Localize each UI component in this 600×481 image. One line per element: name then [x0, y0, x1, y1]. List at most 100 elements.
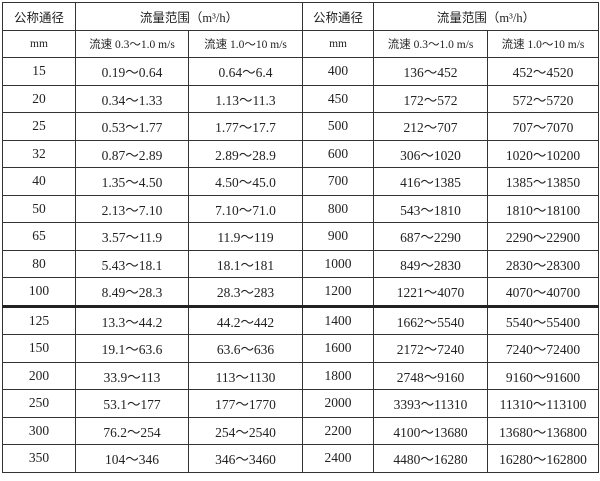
table-row: 125 13.3～44.2 44.2～442 1400 1662～5540 5540～55…: [2, 304, 600, 335]
cell-flow-high-right: 1810～18100: [487, 194, 600, 223]
cell-flow-high-right: 7240～72400: [487, 334, 600, 363]
cell-flow-low-left: 8.49～28.3: [75, 277, 189, 307]
cell-dn-right: 700: [302, 167, 375, 196]
table-row: 65 3.57～11.9 11.9～119 900 687～2290 2290～22900: [2, 222, 600, 251]
cell-flow-low-left: 2.13～7.10: [75, 194, 189, 223]
cell-flow-low-left: 76.2～254: [75, 416, 189, 445]
velocity-high-right: 流速 1.0～10 m/s: [487, 30, 600, 58]
table-row: 300 76.2～254 254～2540 2200 4100～13680 13680～1…: [2, 416, 600, 445]
cell-flow-high-right: 11310～113100: [487, 389, 600, 418]
cell-flow-high-left: 0.64～6.4: [187, 57, 304, 86]
cell-flow-high-right: 2830～28300: [487, 249, 600, 278]
table-row: 150 19.1～63.6 63.6～636 1600 2172～7240 7240～72…: [2, 334, 600, 363]
cell-dn-right: 2000: [302, 389, 375, 418]
cell-flow-low-right: 2748～9160: [373, 361, 489, 390]
cell-flow-high-left: 63.6～636: [187, 334, 304, 363]
cell-dn-right: 1800: [302, 361, 375, 390]
table-row: 32 0.87～2.89 2.89～28.9 600 306～1020 1020～1020…: [2, 139, 600, 168]
cell-dn-left: 100: [2, 277, 76, 307]
table-row: 80 5.43～18.1 18.1～181 1000 849～2830 2830～2830…: [2, 249, 600, 278]
cell-dn-left: 80: [2, 249, 76, 278]
cell-flow-low-left: 13.3～44.2: [75, 304, 189, 335]
cell-dn-left: 250: [2, 389, 76, 418]
cell-flow-high-left: 18.1～181: [187, 249, 304, 278]
cell-dn-right: 1200: [302, 277, 375, 307]
unit-right: mm: [302, 30, 375, 58]
cell-dn-left: 50: [2, 194, 76, 223]
cell-dn-right: 1600: [302, 334, 375, 363]
table-row: 250 53.1～177 177～1770 2000 3393～11310 11310～1…: [2, 389, 600, 418]
cell-dn-right: 500: [302, 112, 375, 141]
cell-flow-low-right: 136～452: [373, 57, 489, 86]
cell-flow-low-right: 306～1020: [373, 139, 489, 168]
cell-dn-right: 2200: [302, 416, 375, 445]
header-row: 公称通径 流量范围（m³/h） 公称通径 流量范围（m³/h）: [2, 2, 600, 31]
cell-flow-high-right: 572～5720: [487, 84, 600, 113]
cell-flow-low-right: 172～572: [373, 84, 489, 113]
velocity-low-left: 流速 0.3～1.0 m/s: [75, 30, 189, 58]
cell-flow-high-left: 113～1130: [187, 361, 304, 390]
cell-dn-right: 900: [302, 222, 375, 251]
cell-dn-right: 2400: [302, 444, 375, 473]
cell-flow-high-right: 13680～136800: [487, 416, 600, 445]
cell-flow-low-right: 4100～13680: [373, 416, 489, 445]
cell-flow-high-right: 2290～22900: [487, 222, 600, 251]
table-row: 25 0.53～1.77 1.77～17.7 500 212～707 707～7070: [2, 112, 600, 141]
cell-flow-high-right: 1385～13850: [487, 167, 600, 196]
cell-flow-high-right: 4070～40700: [487, 277, 600, 307]
cell-flow-low-left: 3.57～11.9: [75, 222, 189, 251]
cell-flow-low-left: 33.9～113: [75, 361, 189, 390]
table-row: 15 0.19～0.64 0.64～6.4 400 136～452 452～4520: [2, 57, 600, 86]
flow-range-table: 公称通径 流量范围（m³/h） 公称通径 流量范围（m³/h） mm 流速 0.…: [2, 2, 600, 473]
subheader-row: mm 流速 0.3～1.0 m/s 流速 1.0～10 m/s mm 流速 0.…: [2, 30, 600, 58]
cell-flow-high-right: 452～4520: [487, 57, 600, 86]
cell-flow-low-right: 416～1385: [373, 167, 489, 196]
cell-dn-left: 25: [2, 112, 76, 141]
table-row: 350 104～346 346～3460 2400 4480～16280 16280～16…: [2, 444, 600, 473]
header-flow-left: 流量范围（m³/h）: [74, 2, 304, 31]
cell-flow-high-left: 1.13～11.3: [187, 84, 304, 113]
cell-dn-left: 150: [2, 334, 76, 363]
cell-dn-right: 600: [302, 139, 375, 168]
cell-flow-low-right: 1662～5540: [373, 304, 489, 335]
cell-flow-low-right: 4480～16280: [373, 444, 489, 473]
cell-flow-high-left: 44.2～442: [187, 304, 304, 335]
cell-flow-high-right: 9160～91600: [487, 361, 600, 390]
cell-dn-right: 450: [302, 84, 375, 113]
cell-flow-high-right: 707～7070: [487, 112, 600, 141]
cell-flow-low-right: 2172～7240: [373, 334, 489, 363]
header-flow-right: 流量范围（m³/h）: [373, 2, 600, 31]
cell-flow-low-right: 212～707: [373, 112, 489, 141]
cell-flow-high-left: 2.89～28.9: [187, 139, 304, 168]
cell-dn-left: 20: [2, 84, 76, 113]
cell-flow-low-left: 19.1～63.6: [75, 334, 189, 363]
cell-flow-low-left: 0.53～1.77: [75, 112, 189, 141]
cell-dn-right: 800: [302, 194, 375, 223]
cell-dn-left: 65: [2, 222, 76, 251]
cell-dn-left: 125: [2, 304, 76, 335]
cell-flow-low-right: 3393～11310: [373, 389, 489, 418]
cell-flow-low-left: 104～346: [75, 444, 189, 473]
header-dn-left: 公称通径: [2, 2, 76, 31]
velocity-high-left: 流速 1.0～10 m/s: [187, 30, 304, 58]
cell-flow-high-right: 1020～10200: [487, 139, 600, 168]
cell-flow-low-left: 0.34～1.33: [75, 84, 189, 113]
cell-flow-low-left: 53.1～177: [75, 389, 189, 418]
cell-flow-high-right: 5540～55400: [487, 304, 600, 335]
cell-dn-left: 15: [2, 57, 76, 86]
cell-flow-low-left: 0.87～2.89: [75, 139, 189, 168]
table-row: 50 2.13～7.10 7.10～71.0 800 543～1810 1810～1810…: [2, 194, 600, 223]
cell-dn-right: 1400: [302, 304, 375, 335]
header-dn-right: 公称通径: [302, 2, 375, 31]
cell-flow-high-left: 1.77～17.7: [187, 112, 304, 141]
cell-flow-high-right: 16280～162800: [487, 444, 600, 473]
cell-flow-low-right: 687～2290: [373, 222, 489, 251]
cell-flow-low-left: 5.43～18.1: [75, 249, 189, 278]
cell-flow-high-left: 28.3～283: [187, 277, 304, 307]
cell-flow-high-left: 177～1770: [187, 389, 304, 418]
cell-flow-high-left: 4.50～45.0: [187, 167, 304, 196]
unit-left: mm: [2, 30, 76, 58]
cell-flow-high-left: 254～2540: [187, 416, 304, 445]
cell-dn-left: 300: [2, 416, 76, 445]
cell-flow-high-left: 346～3460: [187, 444, 304, 473]
